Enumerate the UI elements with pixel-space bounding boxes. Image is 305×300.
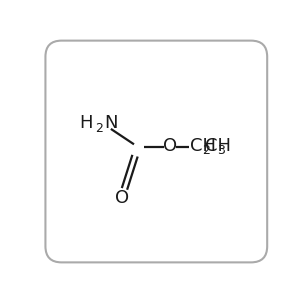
Text: O: O bbox=[163, 137, 177, 155]
Text: O: O bbox=[115, 189, 129, 207]
Text: N: N bbox=[104, 114, 118, 132]
Text: H: H bbox=[79, 114, 93, 132]
Text: CH: CH bbox=[205, 137, 231, 155]
Text: 3: 3 bbox=[217, 144, 225, 157]
FancyBboxPatch shape bbox=[45, 40, 267, 262]
Text: 2: 2 bbox=[202, 144, 210, 157]
Text: 2: 2 bbox=[95, 122, 103, 135]
Text: CH: CH bbox=[190, 137, 216, 155]
